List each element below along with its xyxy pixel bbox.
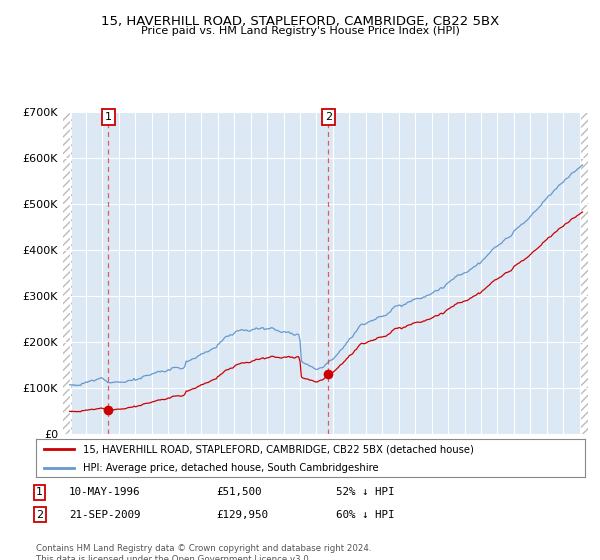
Text: Price paid vs. HM Land Registry's House Price Index (HPI): Price paid vs. HM Land Registry's House … — [140, 26, 460, 36]
Text: 15, HAVERHILL ROAD, STAPLEFORD, CAMBRIDGE, CB22 5BX (detached house): 15, HAVERHILL ROAD, STAPLEFORD, CAMBRIDG… — [83, 444, 473, 454]
Text: HPI: Average price, detached house, South Cambridgeshire: HPI: Average price, detached house, Sout… — [83, 463, 378, 473]
Text: 2: 2 — [325, 112, 332, 122]
Text: 1: 1 — [36, 487, 43, 497]
Text: 2: 2 — [36, 510, 43, 520]
Text: 52% ↓ HPI: 52% ↓ HPI — [336, 487, 395, 497]
Text: 10-MAY-1996: 10-MAY-1996 — [69, 487, 140, 497]
Text: 60% ↓ HPI: 60% ↓ HPI — [336, 510, 395, 520]
Bar — [63, 112, 72, 434]
Text: £51,500: £51,500 — [216, 487, 262, 497]
Text: 21-SEP-2009: 21-SEP-2009 — [69, 510, 140, 520]
Text: £129,950: £129,950 — [216, 510, 268, 520]
Text: Contains HM Land Registry data © Crown copyright and database right 2024.
This d: Contains HM Land Registry data © Crown c… — [36, 544, 371, 560]
Bar — [581, 112, 589, 434]
Text: 1: 1 — [105, 112, 112, 122]
Text: 15, HAVERHILL ROAD, STAPLEFORD, CAMBRIDGE, CB22 5BX: 15, HAVERHILL ROAD, STAPLEFORD, CAMBRIDG… — [101, 15, 499, 28]
